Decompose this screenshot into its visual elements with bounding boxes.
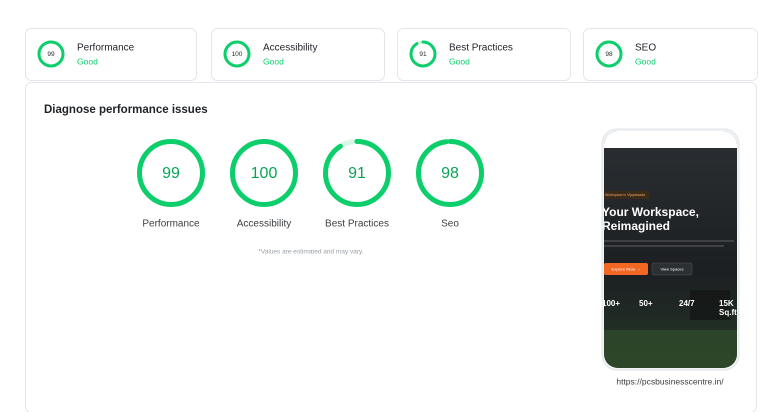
card-name: Accessibility	[263, 43, 317, 54]
gauge-score: 91	[348, 165, 366, 182]
summary-card	[25, 28, 197, 81]
card-score: 91	[419, 51, 427, 58]
gauge-score: 99	[162, 165, 180, 182]
card-status: Good	[449, 56, 470, 66]
gauge-label: Accessibility	[237, 219, 291, 230]
card-status: Good	[263, 56, 284, 66]
stat-unit: Sq.ft	[719, 308, 737, 317]
phone-screen: Workspace in Vijayawada Your Workspace,Re…	[602, 131, 737, 368]
card-name: Best Practices	[449, 43, 513, 54]
summary-card	[397, 28, 571, 81]
description-line	[604, 245, 724, 247]
stat-value: 15K	[719, 299, 734, 308]
gauge-arc	[323, 139, 391, 207]
gauge-arc	[223, 40, 251, 68]
gauge-label: Best Practices	[325, 219, 389, 230]
gauge-label: Seo	[441, 219, 459, 230]
secondary-button-text: View Spaces	[660, 267, 683, 272]
site-header	[604, 131, 737, 148]
screenshot-bg	[604, 131, 737, 368]
furniture	[690, 290, 730, 320]
description-line	[604, 240, 734, 242]
gauge-arc	[409, 40, 437, 68]
gauge-arc	[37, 40, 65, 68]
headline: Reimagined	[602, 219, 670, 233]
card-score: 100	[232, 51, 243, 58]
gauge-label: Performance	[142, 219, 200, 230]
card-score: 98	[605, 51, 613, 58]
stat-value: 100+	[602, 299, 620, 308]
gauge-arc	[595, 40, 623, 68]
primary-button[interactable]	[604, 263, 648, 275]
gauge-arc	[416, 139, 484, 207]
headline: Your Workspace,	[602, 205, 699, 219]
gauge-score: 98	[441, 165, 459, 182]
summary-card	[583, 28, 758, 81]
card-name: SEO	[635, 43, 656, 54]
badge-text: Workspace in Vijayawada	[605, 193, 645, 197]
gauge-arc	[137, 139, 205, 207]
card-status: Good	[635, 56, 656, 66]
note: *Values are estimated and may vary.	[258, 249, 363, 256]
summary-card	[211, 28, 385, 81]
primary-button-text: Explore More →	[612, 267, 641, 272]
card-status: Good	[77, 56, 98, 66]
preview-url: https://pcsbusinesscentre.in/	[616, 376, 724, 386]
panel	[25, 82, 757, 412]
stat-value: 50+	[639, 299, 653, 308]
card-name: Performance	[77, 43, 135, 54]
card-score: 99	[47, 51, 55, 58]
stat-value: 24/7	[679, 299, 695, 308]
gauge-score: 100	[251, 165, 278, 182]
floor	[604, 330, 737, 368]
panel-title: Diagnose performance issues	[44, 104, 208, 116]
gauge-arc	[230, 139, 298, 207]
secondary-button[interactable]	[651, 262, 693, 276]
badge	[604, 191, 650, 199]
